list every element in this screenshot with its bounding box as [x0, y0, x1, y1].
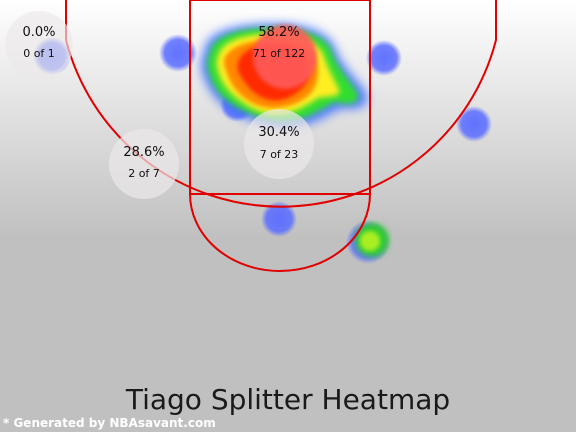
- zone-pct: 58.2%: [258, 25, 299, 40]
- zone-left-midrange: 28.6% 2 of 7: [109, 129, 179, 199]
- court-lines: [65, 0, 497, 272]
- zone-pct: 30.4%: [258, 125, 299, 140]
- chart-title: Tiago Splitter Heatmap: [125, 383, 451, 416]
- zone-pct: 0.0%: [22, 25, 55, 40]
- zone-made: 71 of 122: [253, 47, 306, 60]
- zone-left-corner: 0.0% 0 of 1: [5, 11, 73, 79]
- zone-made: 2 of 7: [128, 167, 160, 180]
- paint-box: [189, 0, 371, 195]
- three-point-line: [65, 0, 497, 208]
- heat-blob-right: [355, 223, 389, 257]
- free-throw-arc: [189, 193, 371, 272]
- zone-restricted-area: 58.2% 71 of 122: [253, 25, 306, 60]
- shot-dot: [456, 106, 492, 142]
- zone-made: 0 of 1: [23, 47, 55, 60]
- shot-dot: [261, 201, 297, 237]
- zone-made: 7 of 23: [260, 148, 299, 161]
- shot-dot: [159, 34, 197, 72]
- zone-pct: 28.6%: [123, 145, 164, 160]
- shot-dot: [366, 40, 402, 76]
- footer-credit: * Generated by NBAsavant.com: [3, 416, 216, 430]
- zone-stat-circles: 0.0% 0 of 1 58.2% 71 of 122 30.4% 7 of 2…: [5, 11, 314, 199]
- zone-paint: 30.4% 7 of 23: [244, 109, 314, 179]
- heat-blob-restricted-area: [200, 23, 368, 128]
